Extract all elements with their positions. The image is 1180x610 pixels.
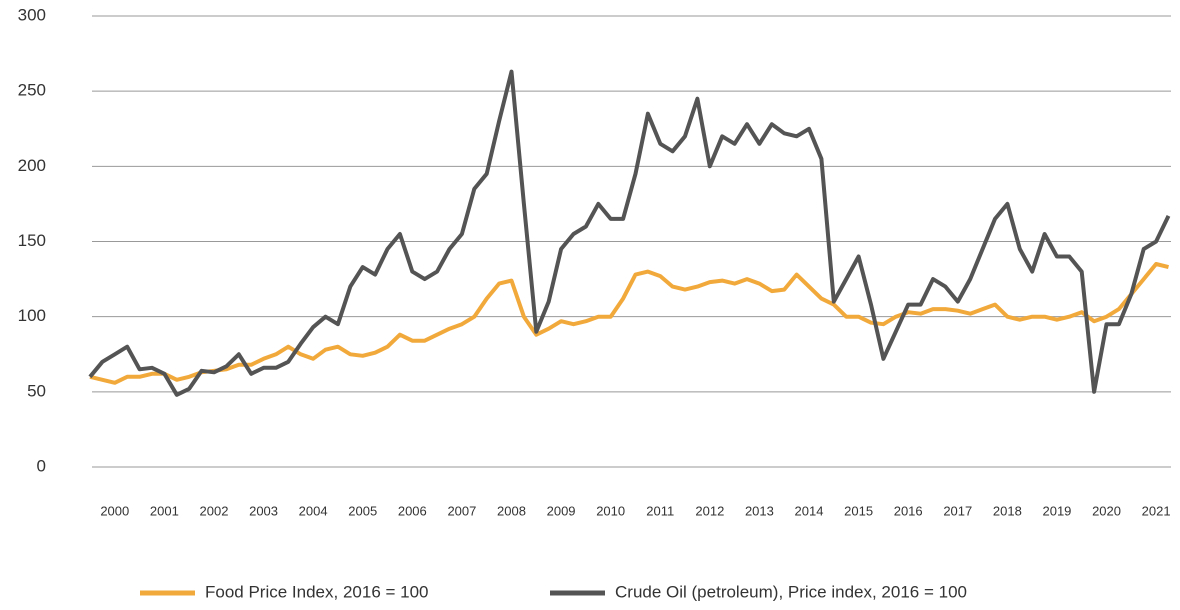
x-tick-label: 2004 (299, 503, 328, 518)
x-tick-label: 2008 (497, 503, 526, 518)
x-tick-label: 2000 (100, 503, 129, 518)
y-tick-label: 50 (27, 381, 46, 400)
x-tick-label: 2020 (1092, 503, 1121, 518)
x-tick-label: 2015 (844, 503, 873, 518)
x-tick-label: 2002 (200, 503, 229, 518)
series-line (89, 262, 1169, 385)
x-tick-label: 2014 (795, 503, 824, 518)
x-tick-label: 2007 (447, 503, 476, 518)
x-tick-label: 2009 (547, 503, 576, 518)
x-tick-label: 2017 (943, 503, 972, 518)
x-tick-label: 2021 (1142, 503, 1171, 518)
legend-label: Food Price Index, 2016 = 100 (205, 582, 429, 601)
x-tick-label: 2012 (695, 503, 724, 518)
x-tick-label: 2005 (348, 503, 377, 518)
x-tick-label: 2016 (894, 503, 923, 518)
y-tick-label: 100 (18, 306, 46, 325)
x-tick-label: 2019 (1042, 503, 1071, 518)
x-tick-label: 2006 (398, 503, 427, 518)
x-tick-label: 2010 (596, 503, 625, 518)
y-tick-label: 150 (18, 231, 46, 250)
legend-label: Crude Oil (petroleum), Price index, 2016… (615, 582, 967, 601)
y-tick-label: 250 (18, 81, 46, 100)
x-tick-label: 2001 (150, 503, 179, 518)
y-tick-label: 300 (18, 5, 46, 24)
series-line (88, 69, 1171, 397)
y-tick-label: 200 (18, 156, 46, 175)
y-tick-label: 0 (37, 456, 46, 475)
x-tick-label: 2018 (993, 503, 1022, 518)
x-tick-label: 2013 (745, 503, 774, 518)
x-tick-label: 2011 (646, 503, 674, 518)
x-tick-label: 2003 (249, 503, 278, 518)
